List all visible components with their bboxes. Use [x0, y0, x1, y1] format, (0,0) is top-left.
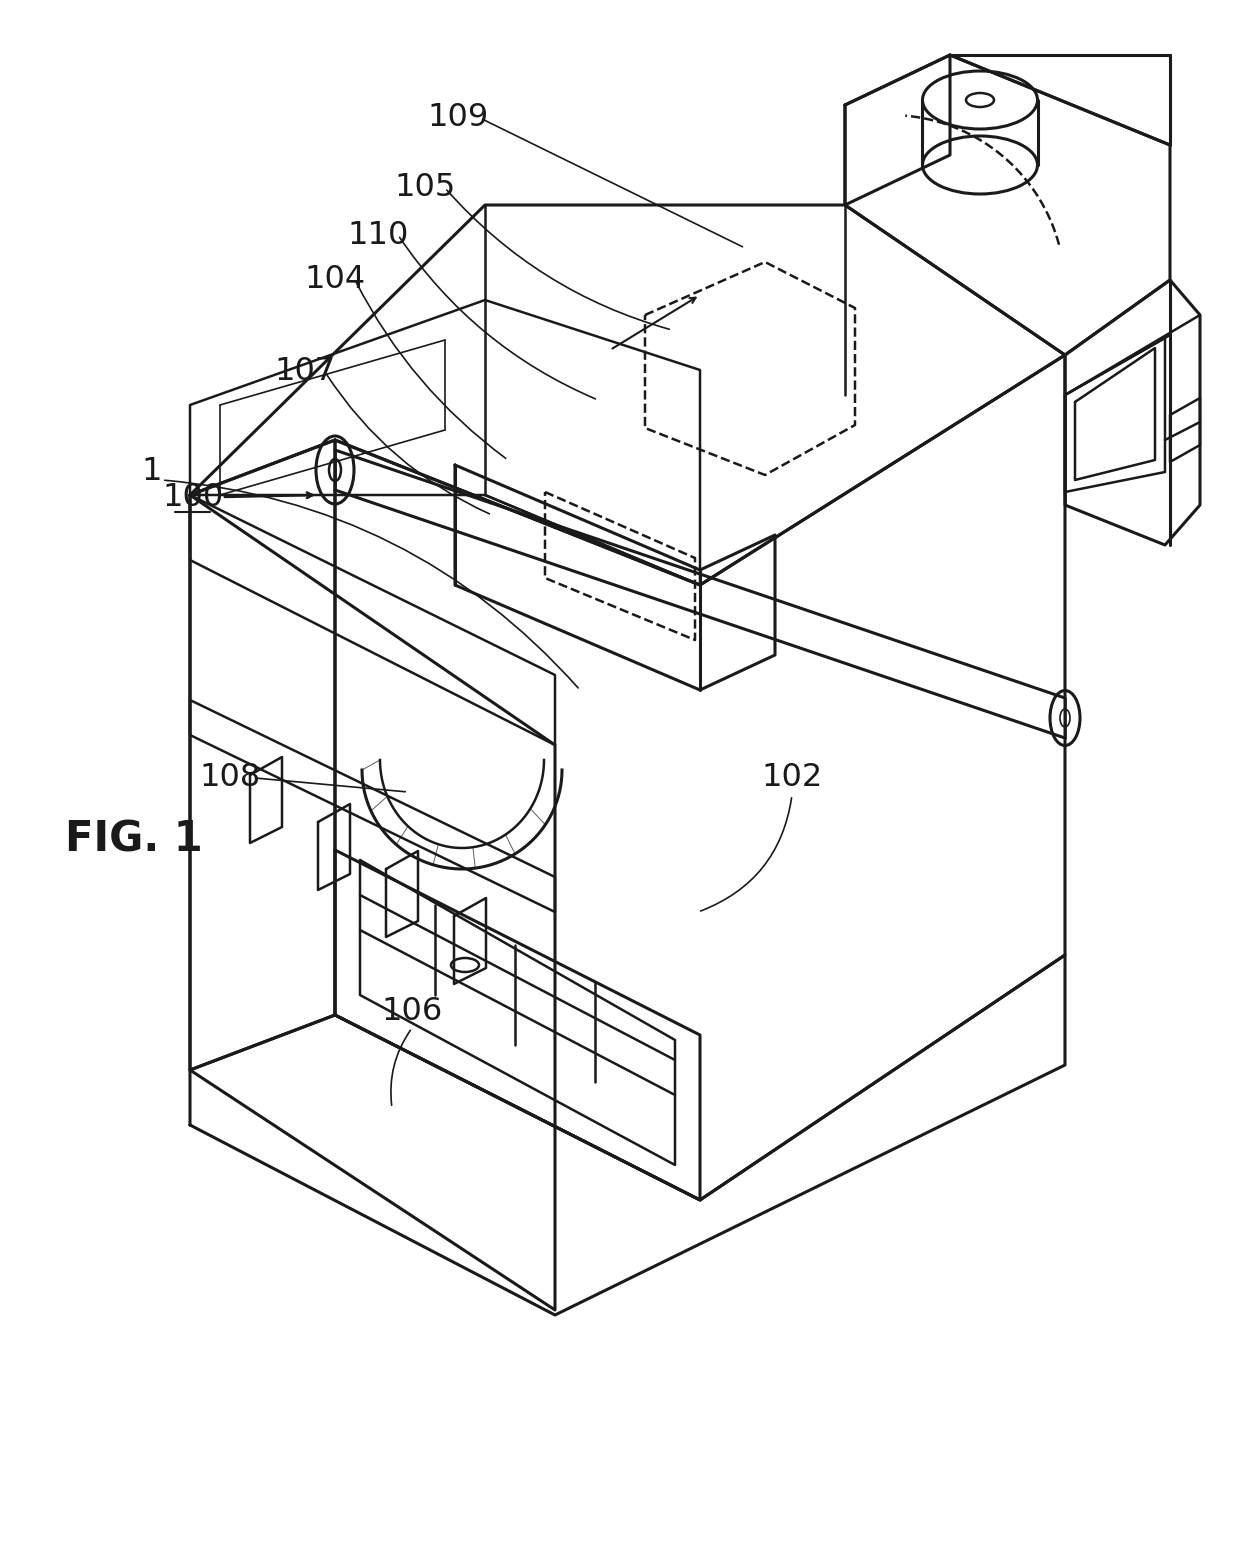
Text: 109: 109: [428, 102, 489, 133]
Text: FIG. 1: FIG. 1: [64, 818, 203, 862]
Text: 107: 107: [274, 356, 336, 387]
Text: 100: 100: [162, 483, 223, 514]
Text: 106: 106: [382, 996, 443, 1027]
Text: 1: 1: [141, 456, 162, 487]
Text: 104: 104: [305, 265, 366, 295]
Text: 102: 102: [761, 763, 822, 794]
Text: 110: 110: [347, 220, 409, 251]
Text: 105: 105: [394, 173, 455, 204]
Text: 108: 108: [200, 763, 260, 794]
